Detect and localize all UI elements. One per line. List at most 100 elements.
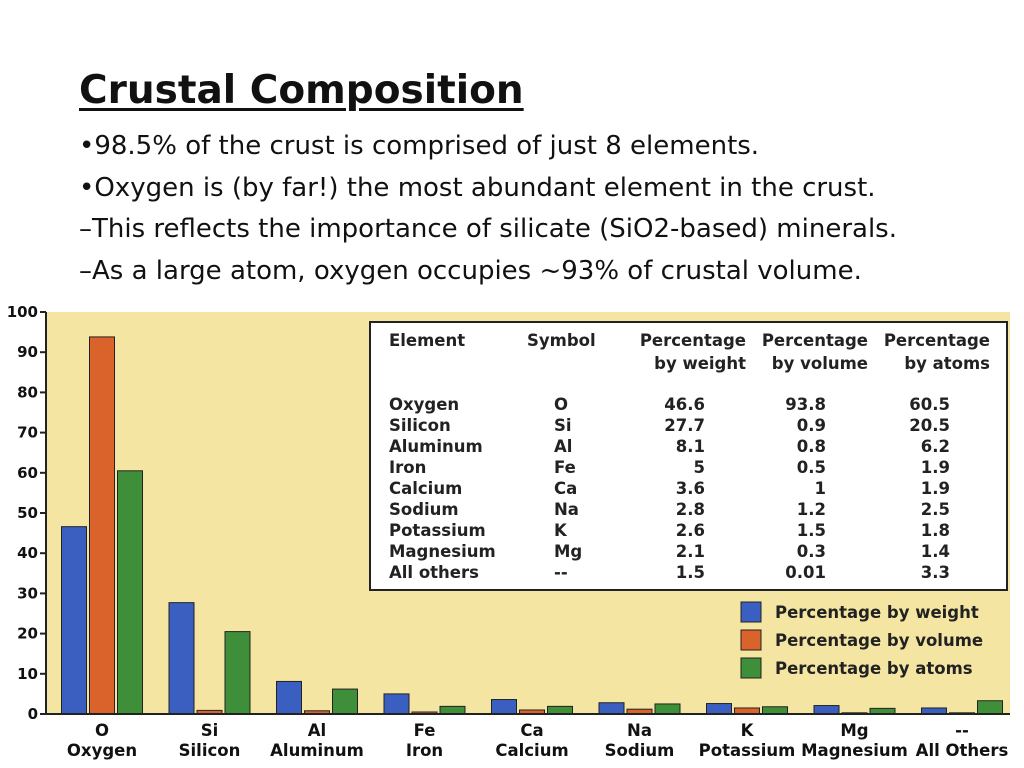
legend-label: Percentage by atoms xyxy=(775,659,973,678)
x-tick-label: K xyxy=(741,721,755,740)
table-cell: Ca xyxy=(554,479,577,498)
y-tick-label: 90 xyxy=(17,343,38,361)
x-tick-label: Si xyxy=(201,721,219,740)
bar xyxy=(547,705,573,715)
bar xyxy=(224,631,251,715)
table-cell: 46.6 xyxy=(664,395,705,414)
data-table: Element Symbol Percentage by weight Percenta… xyxy=(369,321,1008,591)
y-tick-label: 80 xyxy=(17,383,38,401)
table-cell: Si xyxy=(554,416,572,435)
table-cell: 27.7 xyxy=(664,416,705,435)
table-cell: 60.5 xyxy=(909,395,950,414)
y-tick-label: 10 xyxy=(17,665,38,683)
bullet-item: •98.5% of the crust is comprised of just… xyxy=(79,131,760,161)
legend-swatch xyxy=(740,601,762,623)
y-tick-label: 40 xyxy=(17,544,38,562)
table-cell: 0.01 xyxy=(785,563,826,582)
y-tick-label: 50 xyxy=(17,504,38,522)
table-cell: Potassium xyxy=(389,521,486,540)
y-axis: 0 10 20 30 40 50 60 70 80 90 100 xyxy=(7,303,46,723)
table-header: by atoms xyxy=(904,354,990,373)
table-cell: 1 xyxy=(815,479,826,498)
x-category-name: Aluminum xyxy=(270,741,364,760)
x-tick-label: Na xyxy=(627,721,652,740)
y-tick-label: 100 xyxy=(7,303,38,321)
bar xyxy=(762,706,788,715)
bullet-item: –This reflects the importance of silicat… xyxy=(79,214,897,244)
legend-swatch xyxy=(740,629,762,651)
x-category-name: Sodium xyxy=(605,741,675,760)
table-cell: 1.8 xyxy=(921,521,950,540)
table-header: Element xyxy=(389,331,465,350)
bar xyxy=(491,699,517,715)
table-cell: 3.6 xyxy=(676,479,705,498)
table-header: by weight xyxy=(654,354,746,373)
x-tick-label: Fe xyxy=(414,721,436,740)
x-tick-label: O xyxy=(95,721,109,740)
table-cell: Fe xyxy=(554,458,576,477)
table-cell: 1.5 xyxy=(676,563,705,582)
table-cell: 0.8 xyxy=(797,437,826,456)
table-cell: 8.1 xyxy=(676,437,705,456)
x-tick-label: Mg xyxy=(840,721,868,740)
x-tick-label: Ca xyxy=(520,721,543,740)
table-header: Percentage xyxy=(640,331,746,350)
table-cell: 2.1 xyxy=(676,542,705,561)
table-cell: Sodium xyxy=(389,500,459,519)
bar xyxy=(654,703,681,715)
table-box xyxy=(369,321,1008,591)
bar xyxy=(276,680,302,715)
bar xyxy=(439,705,466,715)
x-category-name: Silicon xyxy=(179,741,241,760)
table-cell: 2.6 xyxy=(676,521,705,540)
table-cell: Na xyxy=(554,500,579,519)
table-cell: -- xyxy=(554,563,568,582)
table-cell: Al xyxy=(554,437,572,456)
table-cell: 0.3 xyxy=(797,542,826,561)
bar xyxy=(706,703,732,715)
table-cell: 0.9 xyxy=(797,416,826,435)
bar xyxy=(89,336,115,715)
bar xyxy=(61,526,87,715)
table-cell: 2.8 xyxy=(676,500,705,519)
bar xyxy=(117,470,143,715)
table-cell: All others xyxy=(389,563,479,582)
y-tick-label: 70 xyxy=(17,424,38,442)
bullet-list: •98.5% of the crust is comprised of just… xyxy=(79,126,897,292)
table-header: Percentage xyxy=(762,331,868,350)
x-category-name: Calcium xyxy=(495,741,568,760)
table-cell: 93.8 xyxy=(785,395,826,414)
legend-label: Percentage by volume xyxy=(775,631,983,650)
table-cell: 1.2 xyxy=(797,500,826,519)
bar xyxy=(168,602,195,715)
slide-title: Crustal Composition xyxy=(79,68,524,113)
x-tick-label: Al xyxy=(308,721,326,740)
bullet-item: •Oxygen is (by far!) the most abundant e… xyxy=(79,172,876,203)
table-cell: 1.9 xyxy=(921,479,950,498)
table-cell: 6.2 xyxy=(921,437,950,456)
x-category-name: Oxygen xyxy=(67,741,137,760)
table-cell: Magnesium xyxy=(389,542,496,561)
table-cell: O xyxy=(554,395,568,414)
legend-label: Percentage by weight xyxy=(775,603,979,622)
x-category-name: Magnesium xyxy=(801,741,908,760)
table-cell: Iron xyxy=(389,458,426,477)
legend-swatch xyxy=(740,657,762,679)
y-tick-label: 30 xyxy=(17,584,38,602)
bullet-item: –As a large atom, oxygen occupies ~93% o… xyxy=(79,255,862,286)
table-cell: 5 xyxy=(694,458,705,477)
bar xyxy=(332,688,358,715)
table-cell: Aluminum xyxy=(389,437,483,456)
table-cell: 20.5 xyxy=(909,416,950,435)
table-header: Symbol xyxy=(527,331,596,350)
x-tick-label: -- xyxy=(955,721,969,740)
table-cell: 1.4 xyxy=(921,542,950,561)
x-category-name: Potassium xyxy=(699,741,796,760)
bar xyxy=(813,705,840,715)
table-cell: Calcium xyxy=(389,479,462,498)
table-cell: Mg xyxy=(554,542,582,561)
bar xyxy=(598,702,625,715)
y-tick-label: 20 xyxy=(17,625,38,643)
table-header: by volume xyxy=(772,354,868,373)
